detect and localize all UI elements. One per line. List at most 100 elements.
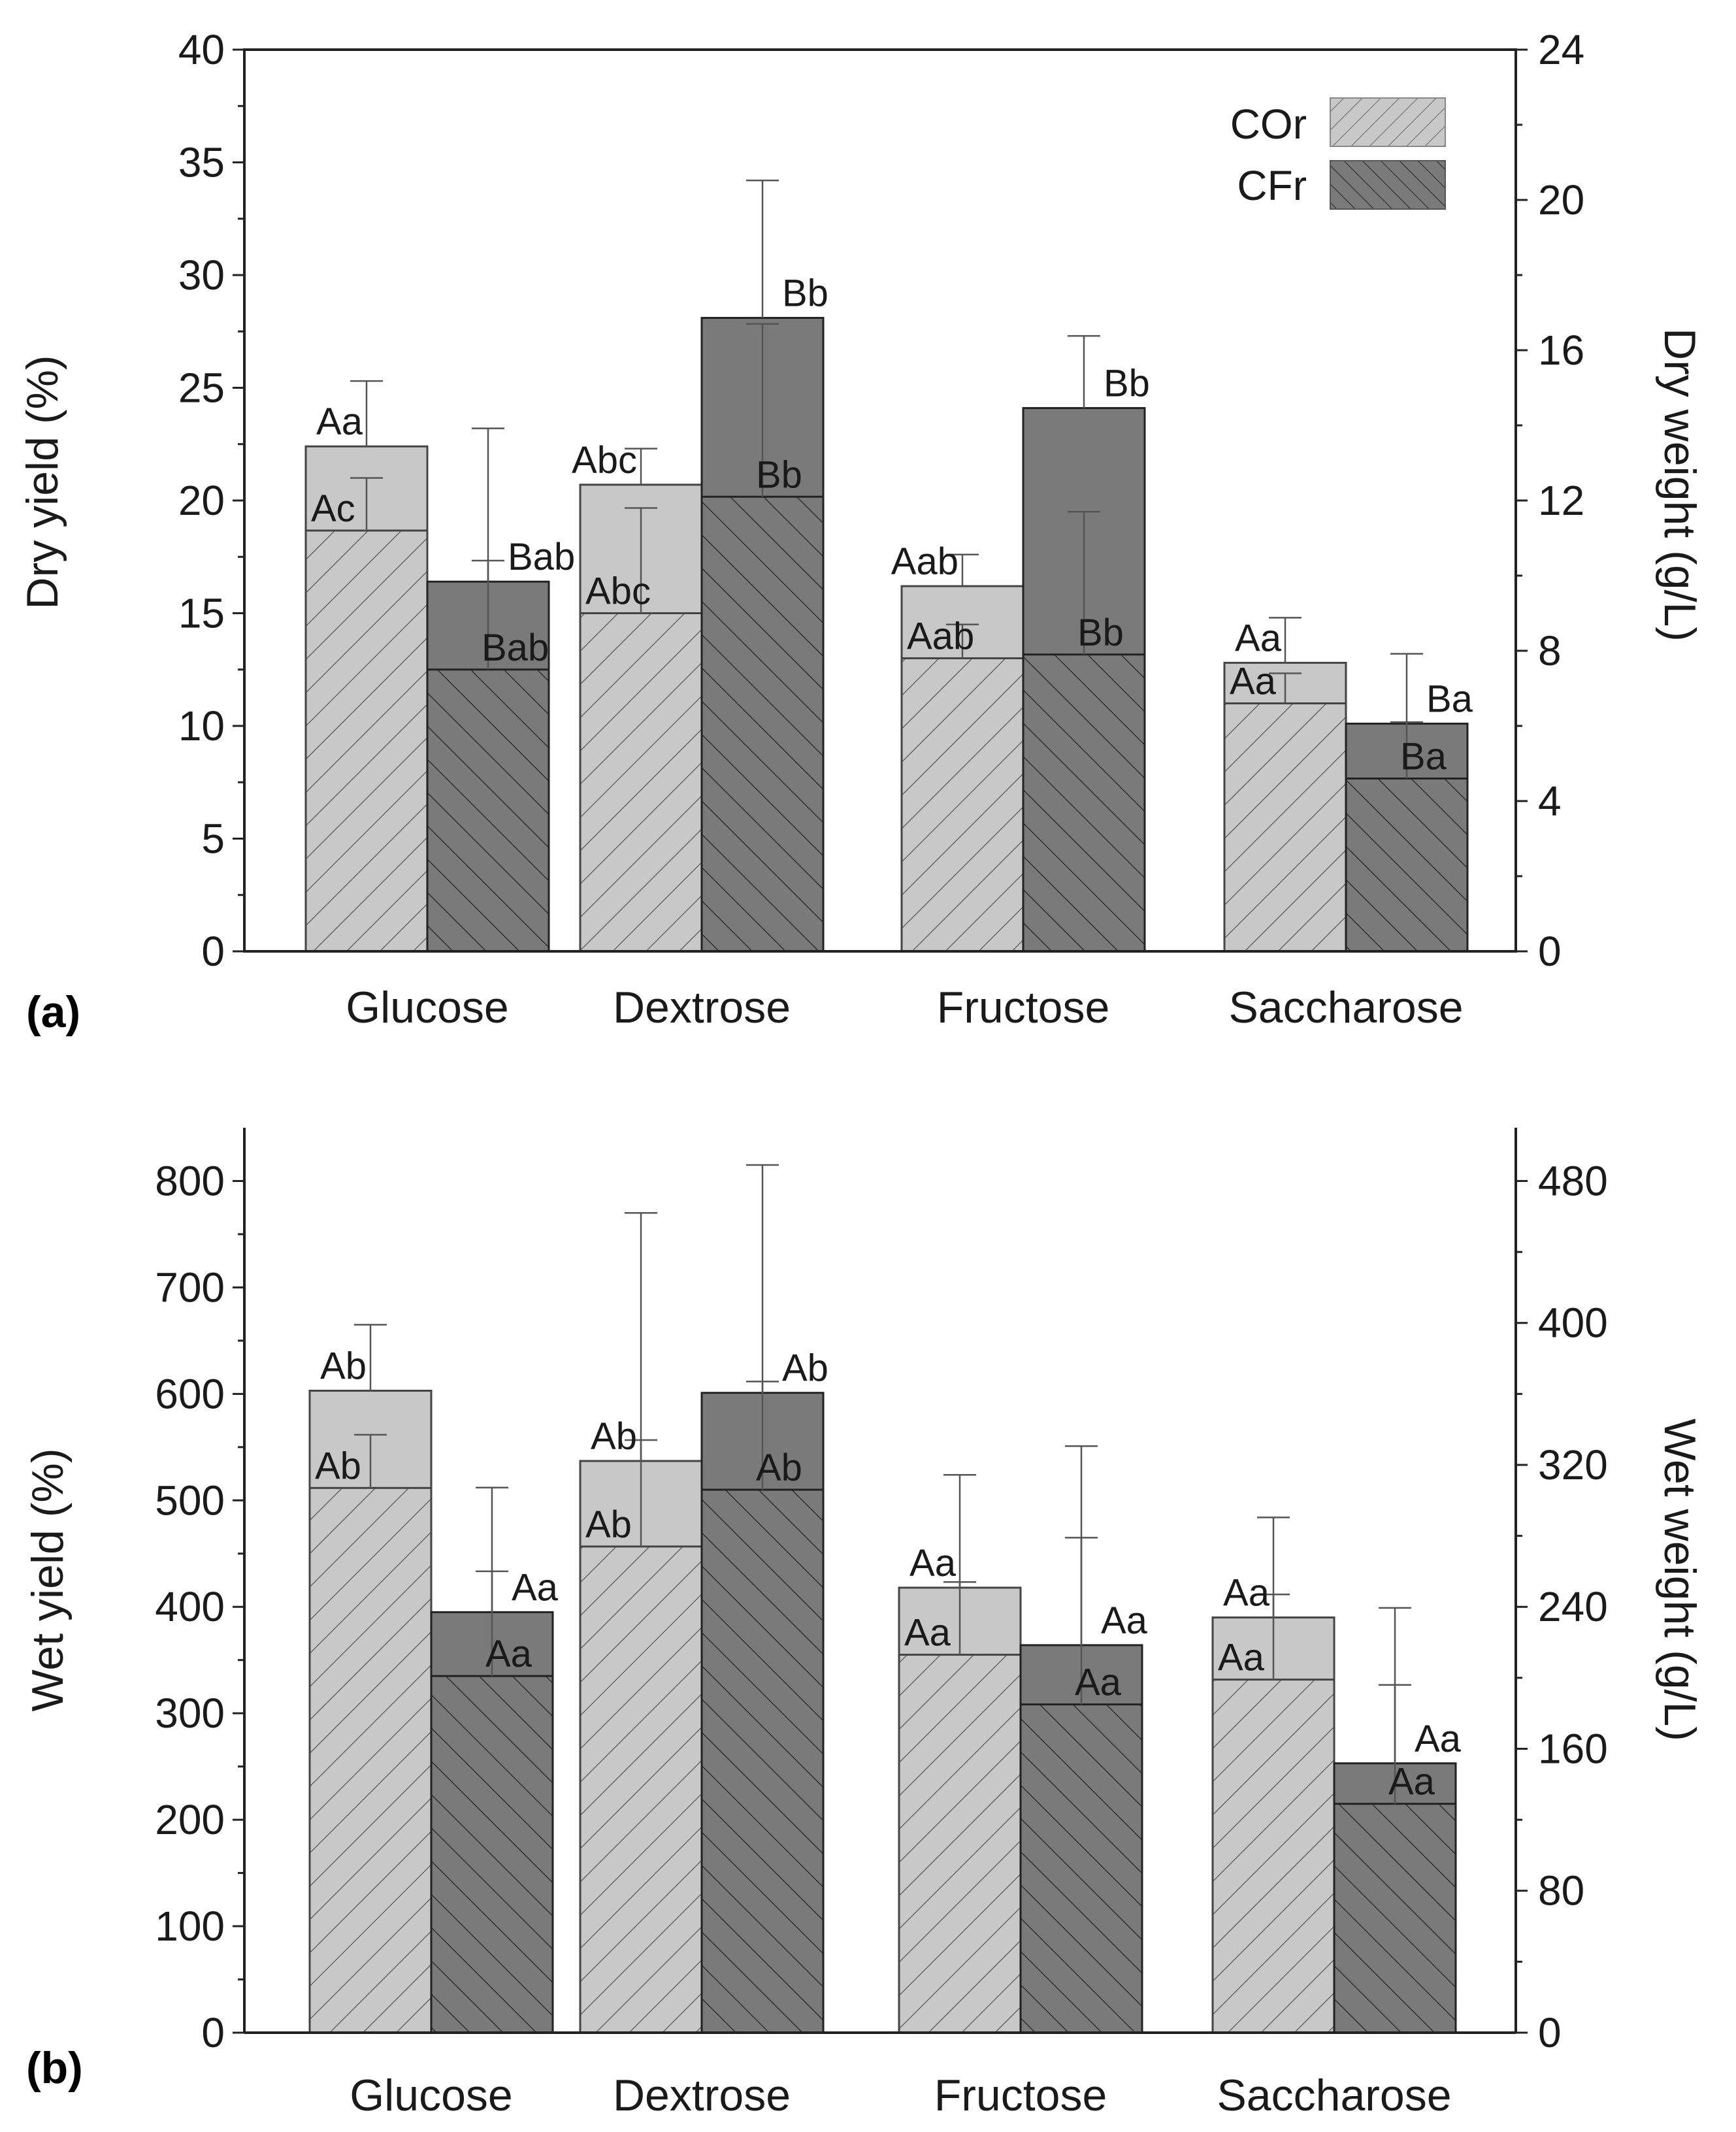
weight-significance-label-cor: Ab [315,1445,361,1487]
y-tick-label: 30 [178,252,225,299]
yield-significance-label-cfr: Aa [1415,1718,1462,1760]
weight-bar-cfr [1345,778,1469,953]
panel-b-label: (b) [26,2043,83,2093]
y-tick-label: 200 [155,1796,225,1843]
y2-tick-label: 160 [1538,1725,1608,1772]
x-category-label: Dextrose [613,2071,791,2120]
yield-significance-label-cor: Aa [1223,1572,1270,1615]
legend-swatch-cor [1330,97,1446,147]
y-tick-label: 15 [178,590,225,637]
y-tick-label: 25 [178,365,225,412]
x-category-label: Dextrose [613,983,791,1032]
weight-significance-label-cor: Aa [904,1612,951,1654]
y-tick-label: 10 [178,702,225,749]
weight-significance-label-cfr: Bb [1077,612,1124,654]
yield-significance-label-cfr: Bb [1104,363,1150,405]
x-category-label: Glucose [350,2071,512,2120]
weight-bar-cfr [1019,1703,1143,2034]
y-tick-label: 300 [155,1690,225,1737]
y-tick-label: 0 [201,2009,225,2056]
weight-bar-cfr [700,1488,825,2034]
weight-bar-cfr [430,1675,554,2034]
yield-significance-label-cfr: Bab [508,536,575,578]
yield-significance-label-cfr: Aa [1101,1599,1148,1642]
legend-label-cor: COr [1230,101,1307,148]
y2-tick-label: 240 [1538,1583,1608,1630]
weight-bar-cfr [426,668,550,953]
weight-bar-cor [579,1545,703,2034]
yield-significance-label-cfr: Bb [782,272,828,315]
weight-significance-label-cor: Aa [1230,661,1277,703]
y2-tick-label: 12 [1538,477,1584,524]
y-tick-label: 20 [178,477,225,524]
weight-bar-cor [1211,1679,1335,2034]
y-tick-label: 400 [155,1583,225,1630]
y-tick-label: 100 [155,1903,225,1950]
y2-tick-label: 16 [1538,327,1584,374]
yield-significance-label-cor: Aa [316,401,363,443]
weight-significance-label-cor: Aab [907,615,974,658]
y2-tick-label: 8 [1538,627,1562,674]
panel-b-y2-axis-title: Wet weight (g/L) [1655,1419,1705,1741]
y-tick-label: 0 [201,928,225,975]
x-category-label: Glucose [346,983,508,1032]
y-tick-label: 5 [201,815,225,862]
x-category-label: Saccharose [1217,2071,1451,2120]
y2-tick-label: 0 [1538,928,1562,975]
weight-significance-label-cor: Ab [585,1503,632,1546]
yield-significance-label-cor: Ab [320,1345,367,1387]
y2-tick-label: 20 [1538,176,1584,223]
y2-tick-label: 4 [1538,778,1562,825]
weight-significance-label-cfr: Bb [756,453,802,496]
yield-significance-label-cor: Aa [1235,617,1282,659]
weight-significance-label-cor: Abc [585,570,651,613]
panel-b-y-axis-title: Wet yield (%) [23,1448,73,1711]
y-tick-label: 600 [155,1370,225,1417]
weight-bar-cor [579,612,703,953]
yield-significance-label-cfr: Ab [782,1347,828,1390]
yield-significance-label-cor: Aa [909,1542,957,1584]
y2-tick-label: 0 [1538,2009,1562,2056]
yield-significance-label-cor: Aab [891,540,958,583]
y2-tick-label: 400 [1538,1300,1608,1347]
weight-significance-label-cfr: Aa [1388,1761,1435,1803]
y-tick-label: 500 [155,1477,225,1524]
weight-significance-label-cfr: Bab [482,627,549,669]
legend-label-cfr: CFr [1237,162,1307,209]
panel-a-label: (a) [26,987,80,1037]
weight-significance-label-cor: Ac [311,487,355,530]
y2-tick-label: 480 [1538,1157,1608,1204]
y2-tick-label: 320 [1538,1441,1608,1488]
y-tick-label: 800 [155,1157,225,1204]
weight-significance-label-cfr: Ba [1400,736,1447,778]
weight-bar-cfr [700,495,825,953]
y-tick-label: 35 [178,139,225,186]
x-category-label: Fructose [934,2071,1107,2120]
weight-bar-cor [308,1486,433,2034]
weight-significance-label-cfr: Ab [756,1447,802,1489]
x-category-label: Fructose [937,983,1110,1032]
weight-bar-cfr [1022,653,1146,953]
y-tick-label: 40 [178,26,225,73]
panel-a-axes: 0 5 10 15 20 25 30 35 40 0 4 8 12 16 20 24 Glucose Dextro… [178,26,1584,1032]
yield-significance-label-cor: Ab [591,1415,637,1458]
y-tick-label: 700 [155,1264,225,1311]
y2-tick-label: 24 [1538,26,1584,73]
weight-bar-cor [304,529,429,953]
x-category-label: Saccharose [1228,983,1463,1032]
panel-a-y-axis-title: Dry yield (%) [18,355,67,609]
weight-significance-label-cor: Aa [1218,1637,1265,1679]
yield-significance-label-cfr: Ba [1426,678,1473,721]
weight-bar-cor [900,657,1024,953]
y2-tick-label: 80 [1538,1867,1584,1914]
yield-significance-label-cor: Abc [572,439,637,482]
weight-bar-cor [1223,702,1347,953]
legend-swatch-cfr [1330,160,1446,210]
weight-significance-label-cfr: Aa [485,1633,532,1675]
weight-bar-cor [898,1654,1022,2034]
weight-significance-label-cfr: Aa [1075,1662,1122,1704]
